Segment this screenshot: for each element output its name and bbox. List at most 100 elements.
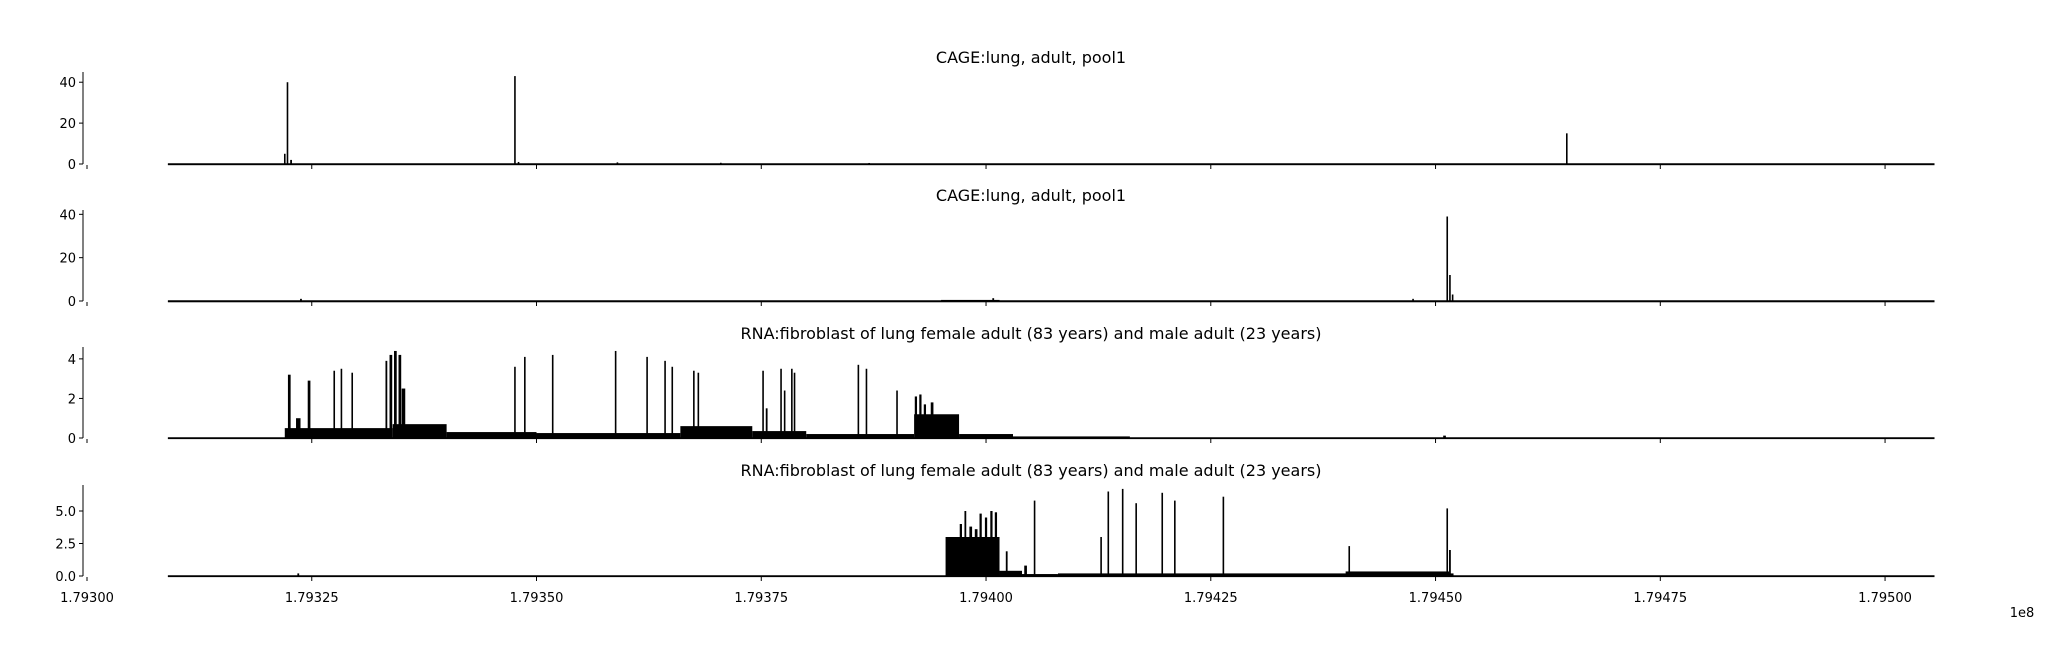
signal-peak bbox=[300, 298, 302, 301]
signal-peak bbox=[1451, 294, 1454, 301]
signal-peak bbox=[514, 76, 516, 164]
signal-peak bbox=[614, 350, 617, 438]
x-tick-label: 1.79400 bbox=[959, 591, 1013, 606]
signal-block bbox=[941, 299, 1000, 301]
signal-peak bbox=[1174, 500, 1176, 576]
signal-peak bbox=[398, 354, 402, 438]
signal-peak bbox=[351, 372, 354, 438]
signal-peak bbox=[1449, 550, 1451, 576]
signal-peak bbox=[720, 162, 722, 164]
signal-peak bbox=[1024, 565, 1027, 576]
panel-title: RNA:fibroblast of lung female adult (83 … bbox=[741, 461, 1322, 480]
signal-block bbox=[1021, 574, 1058, 576]
signal-peak bbox=[524, 356, 526, 438]
signal-block bbox=[536, 433, 681, 438]
signal-peak bbox=[1443, 435, 1446, 438]
y-tick-label: 2 bbox=[68, 392, 76, 407]
signal-peak bbox=[290, 159, 292, 164]
signal-block bbox=[959, 434, 1013, 438]
signal-peak bbox=[990, 511, 993, 576]
signal-peak bbox=[1566, 133, 1568, 164]
signal-peak bbox=[1135, 503, 1137, 576]
y-tick-label: 2.5 bbox=[55, 538, 76, 553]
x-tick-label: 1.79425 bbox=[1184, 591, 1238, 606]
signal-block bbox=[806, 434, 915, 438]
signal-peak bbox=[340, 368, 343, 438]
signal-peak bbox=[974, 529, 978, 576]
signal-peak bbox=[333, 370, 336, 438]
signal-peak bbox=[919, 394, 922, 438]
signal-block bbox=[1057, 573, 1454, 576]
signal-peak bbox=[283, 153, 286, 164]
signal-peak bbox=[793, 372, 796, 438]
signal-peak bbox=[1412, 298, 1414, 301]
track-panel: RNA:fibroblast of lung female adult (83 … bbox=[55, 461, 1935, 585]
signal-peak bbox=[979, 513, 982, 576]
x-axis-scale-label: 1e8 bbox=[2010, 606, 2035, 621]
signal-peak bbox=[959, 524, 962, 576]
signal-peak bbox=[646, 356, 648, 438]
signal-peak bbox=[1446, 508, 1449, 576]
signal-peak bbox=[857, 364, 860, 438]
signal-block bbox=[1013, 436, 1130, 438]
y-tick-label: 40 bbox=[59, 208, 76, 223]
y-tick-label: 0 bbox=[68, 295, 76, 310]
y-tick-label: 5.0 bbox=[55, 505, 76, 520]
signal-peak bbox=[896, 390, 898, 438]
signal-peak bbox=[1446, 216, 1449, 301]
track-panel: CAGE:lung, adult, pool1 0 20 40 bbox=[59, 48, 1935, 173]
signal-peak bbox=[287, 374, 291, 438]
signal-peak bbox=[693, 370, 695, 438]
signal-peak bbox=[286, 82, 289, 164]
signal-peak bbox=[394, 350, 397, 438]
signal-block bbox=[752, 431, 807, 438]
signal-peak bbox=[948, 538, 951, 576]
signal-peak bbox=[914, 396, 918, 438]
signal-peak bbox=[783, 390, 786, 438]
signal-peak bbox=[1005, 551, 1008, 576]
panel-title: CAGE:lung, adult, pool1 bbox=[936, 186, 1126, 205]
signal-peak bbox=[389, 354, 393, 438]
signal-peak bbox=[1100, 537, 1102, 576]
signal-peak bbox=[297, 573, 300, 576]
signal-peak bbox=[385, 360, 388, 438]
x-tick-label: 1.79375 bbox=[734, 591, 788, 606]
signal-block bbox=[1345, 571, 1450, 576]
signal-peak bbox=[514, 366, 516, 438]
signal-peak bbox=[616, 162, 619, 164]
signal-peak bbox=[1161, 492, 1164, 576]
signal-peak bbox=[762, 370, 764, 438]
signal-peak bbox=[517, 161, 520, 164]
signal-peak bbox=[940, 418, 942, 438]
x-tick-label: 1.79500 bbox=[1858, 591, 1912, 606]
x-tick-label: 1.79350 bbox=[510, 591, 564, 606]
signal-block bbox=[284, 428, 393, 438]
y-tick-label: 20 bbox=[59, 117, 76, 132]
signal-peak bbox=[697, 372, 700, 438]
signal-peak bbox=[1033, 500, 1036, 576]
signal-peak bbox=[923, 404, 927, 438]
y-tick-label: 40 bbox=[59, 76, 76, 91]
signal-peak bbox=[791, 368, 793, 438]
panel-title: CAGE:lung, adult, pool1 bbox=[936, 48, 1126, 67]
x-tick-label: 1.79300 bbox=[60, 591, 114, 606]
signal-peak bbox=[1107, 491, 1110, 576]
x-tick-label: 1.79475 bbox=[1633, 591, 1687, 606]
y-tick-label: 0.0 bbox=[55, 570, 76, 585]
signal-peak bbox=[964, 511, 967, 576]
y-tick-label: 20 bbox=[59, 252, 76, 267]
panel-title: RNA:fibroblast of lung female adult (83 … bbox=[741, 324, 1322, 343]
signal-peak bbox=[868, 162, 870, 164]
signal-peak bbox=[1222, 496, 1225, 576]
signal-peak bbox=[671, 366, 674, 438]
signal-peak bbox=[953, 537, 956, 576]
signal-block bbox=[680, 426, 753, 438]
y-tick-label: 0 bbox=[68, 158, 76, 173]
track-panel: CAGE:lung, adult, pool1 0 20 40 bbox=[59, 186, 1935, 310]
x-tick-label: 1.79450 bbox=[1409, 591, 1463, 606]
signal-peak bbox=[984, 517, 988, 576]
signal-peak bbox=[994, 512, 998, 576]
signal-block bbox=[446, 432, 537, 438]
